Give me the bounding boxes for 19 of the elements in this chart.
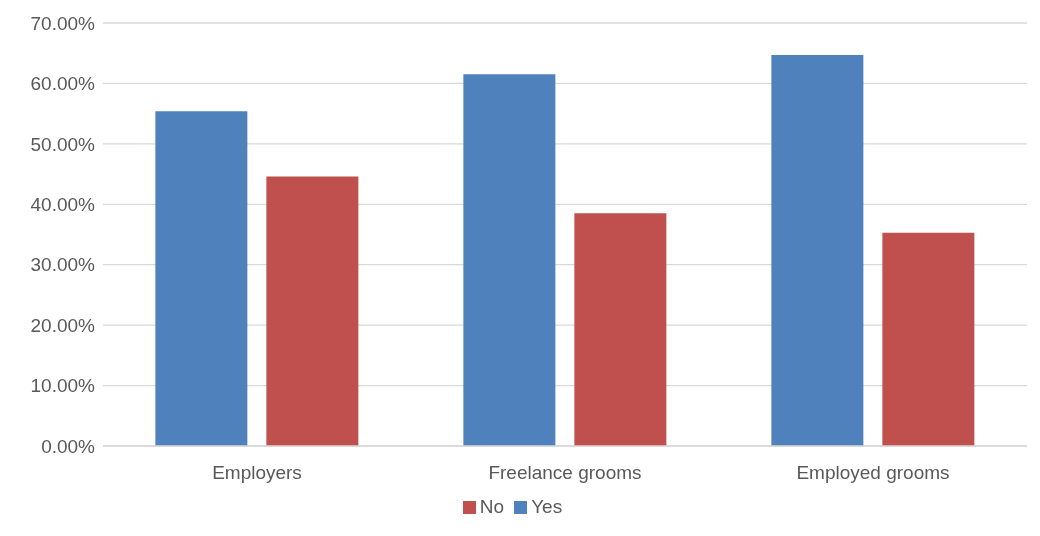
y-tick-label: 50.00% bbox=[30, 133, 96, 155]
y-tick-label: 10.00% bbox=[30, 375, 96, 397]
bar bbox=[155, 111, 248, 446]
y-tick-label: 60.00% bbox=[30, 73, 96, 95]
y-tick-label: 20.00% bbox=[30, 314, 96, 336]
bar bbox=[266, 176, 359, 446]
y-tick-label: 30.00% bbox=[30, 254, 96, 276]
x-tick-label: Employers bbox=[212, 462, 302, 484]
x-tick-label: Freelance grooms bbox=[488, 462, 642, 484]
bar bbox=[574, 213, 667, 446]
y-tick-label: 70.00% bbox=[30, 12, 96, 34]
x-tick-label: Employed grooms bbox=[796, 462, 950, 484]
y-tick-label: 0.00% bbox=[41, 435, 96, 457]
legend-label: Yes bbox=[531, 496, 563, 517]
bar bbox=[463, 74, 556, 446]
legend-label: No bbox=[479, 496, 505, 517]
bar bbox=[771, 55, 864, 446]
y-tick-label: 40.00% bbox=[30, 194, 96, 216]
bar bbox=[882, 232, 975, 446]
